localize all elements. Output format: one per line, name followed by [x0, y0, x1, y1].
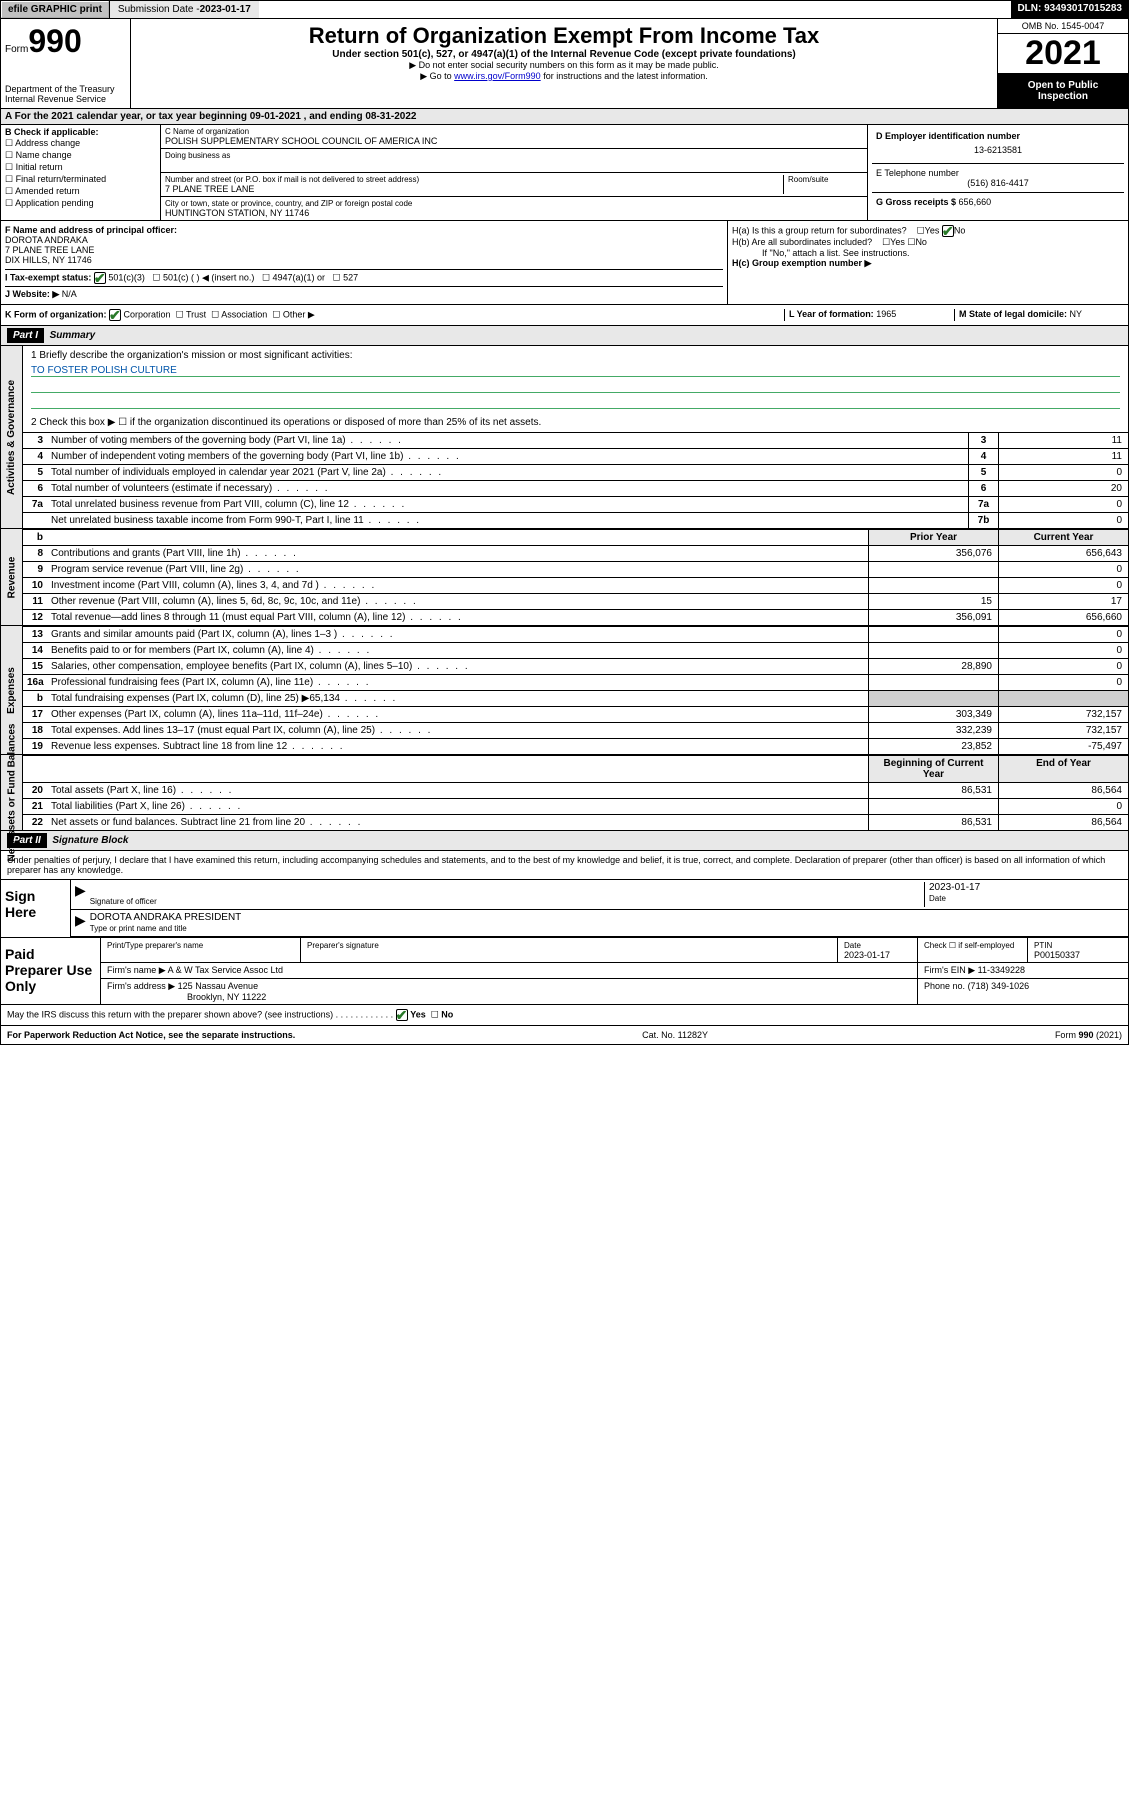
- open-public-badge: Open to Public Inspection: [998, 74, 1128, 108]
- irs-link[interactable]: www.irs.gov/Form990: [454, 71, 541, 81]
- prior-current-header: b Prior Year Current Year: [23, 529, 1128, 545]
- summary-row: 7aTotal unrelated business revenue from …: [23, 496, 1128, 512]
- submission-date: 2023-01-17: [200, 4, 251, 15]
- sign-here-block: Sign Here ▶Signature of officer2023-01-1…: [0, 880, 1129, 938]
- vtab-revenue: Revenue: [1, 529, 23, 625]
- summary-row: 22Net assets or fund balances. Subtract …: [23, 814, 1128, 830]
- org-name: POLISH SUPPLEMENTARY SCHOOL COUNCIL OF A…: [165, 136, 863, 146]
- mission-block: 1 Briefly describe the organization's mi…: [23, 346, 1128, 432]
- submission-date-field: Submission Date - 2023-01-17: [109, 1, 259, 18]
- vtab-netassets: Net Assets or Fund Balances: [1, 755, 23, 830]
- irs-label: Internal Revenue Service: [5, 94, 126, 104]
- activities-governance: Activities & Governance 1 Briefly descri…: [0, 346, 1129, 529]
- phone: (516) 816-4417: [876, 178, 1120, 188]
- chk-name[interactable]: ☐ Name change: [5, 150, 156, 161]
- summary-row: 9Program service revenue (Part VIII, lin…: [23, 561, 1128, 577]
- dept-label: Department of the Treasury: [5, 84, 126, 94]
- submission-label: Submission Date -: [118, 4, 200, 15]
- begin-end-header: Beginning of Current Year End of Year: [23, 755, 1128, 782]
- form-number-box: Form990 Department of the Treasury Inter…: [1, 19, 131, 108]
- chk-ha-no[interactable]: [942, 225, 954, 237]
- summary-row: 16aProfessional fundraising fees (Part I…: [23, 674, 1128, 690]
- revenue-section: Revenue b Prior Year Current Year 8Contr…: [0, 529, 1129, 626]
- summary-row: 14Benefits paid to or for members (Part …: [23, 642, 1128, 658]
- city: HUNTINGTON STATION, NY 11746: [165, 208, 863, 218]
- firm-name: A & W Tax Service Assoc Ltd: [168, 965, 283, 975]
- part1-header: Part I Summary: [0, 326, 1129, 346]
- chk-501c3[interactable]: [94, 272, 106, 284]
- summary-row: 18Total expenses. Add lines 13–17 (must …: [23, 722, 1128, 738]
- box-c: C Name of organizationPOLISH SUPPLEMENTA…: [161, 125, 868, 220]
- header-title-area: Return of Organization Exempt From Incom…: [131, 19, 998, 108]
- officer-status-block: F Name and address of principal officer:…: [0, 221, 1129, 305]
- summary-row: 5Total number of individuals employed in…: [23, 464, 1128, 480]
- chk-discuss-yes[interactable]: [396, 1009, 408, 1021]
- sig-declaration: Under penalties of perjury, I declare th…: [0, 851, 1129, 880]
- dba: [165, 160, 863, 170]
- summary-row: 10Investment income (Part VIII, column (…: [23, 577, 1128, 593]
- vtab-activities: Activities & Governance: [1, 346, 23, 528]
- officer-signature: DOROTA ANDRAKA PRESIDENT: [90, 912, 1124, 923]
- org-info-block: B Check if applicable: ☐ Address change …: [0, 125, 1129, 221]
- ein: 13-6213581: [876, 141, 1120, 159]
- summary-row: 20Total assets (Part X, line 16)86,53186…: [23, 782, 1128, 798]
- summary-row: 15Salaries, other compensation, employee…: [23, 658, 1128, 674]
- summary-row: 11Other revenue (Part VIII, column (A), …: [23, 593, 1128, 609]
- form-org-row: K Form of organization: Corporation ☐ Tr…: [0, 305, 1129, 326]
- gross-receipts: 656,660: [959, 197, 992, 207]
- paid-preparer-block: Paid Preparer Use Only Print/Type prepar…: [0, 938, 1129, 1005]
- may-irs-discuss: May the IRS discuss this return with the…: [0, 1005, 1129, 1026]
- net-assets-section: Net Assets or Fund Balances Beginning of…: [0, 755, 1129, 831]
- form-note1: ▶ Do not enter social security numbers o…: [139, 60, 989, 71]
- efile-print-button[interactable]: efile GRAPHIC print: [1, 1, 109, 18]
- summary-row: 8Contributions and grants (Part VIII, li…: [23, 545, 1128, 561]
- summary-row: 6Total number of volunteers (estimate if…: [23, 480, 1128, 496]
- summary-row: 21Total liabilities (Part X, line 26)0: [23, 798, 1128, 814]
- form-number: 990: [28, 23, 81, 59]
- chk-initial[interactable]: ☐ Initial return: [5, 162, 156, 173]
- header-right: OMB No. 1545-0047 2021 Open to Public In…: [998, 19, 1128, 108]
- mission-text: TO FOSTER POLISH CULTURE: [31, 365, 1120, 377]
- summary-row: 17Other expenses (Part IX, column (A), l…: [23, 706, 1128, 722]
- form-subtitle: Under section 501(c), 527, or 4947(a)(1)…: [139, 49, 989, 60]
- tax-period-row: A For the 2021 calendar year, or tax yea…: [0, 109, 1129, 125]
- form-title: Return of Organization Exempt From Incom…: [139, 23, 989, 49]
- chk-pending[interactable]: ☐ Application pending: [5, 198, 156, 209]
- chk-corp[interactable]: [109, 309, 121, 321]
- website: N/A: [62, 289, 77, 299]
- summary-row: 3Number of voting members of the governi…: [23, 432, 1128, 448]
- chk-address[interactable]: ☐ Address change: [5, 138, 156, 149]
- dln-field: DLN: 93493017015283: [1011, 1, 1128, 18]
- omb-number: OMB No. 1545-0047: [998, 19, 1128, 34]
- box-d-e-g: D Employer identification number13-62135…: [868, 125, 1128, 220]
- street: 7 PLANE TREE LANE: [165, 184, 783, 194]
- tax-year: 2021: [998, 34, 1128, 74]
- summary-row: Net unrelated business taxable income fr…: [23, 512, 1128, 528]
- box-b: B Check if applicable: ☐ Address change …: [1, 125, 161, 220]
- summary-row: 19Revenue less expenses. Subtract line 1…: [23, 738, 1128, 754]
- summary-row: 4Number of independent voting members of…: [23, 448, 1128, 464]
- expenses-section: Expenses 13Grants and similar amounts pa…: [0, 626, 1129, 755]
- form-note2: ▶ Go to www.irs.gov/Form990 for instruct…: [139, 71, 989, 82]
- summary-row: 13Grants and similar amounts paid (Part …: [23, 626, 1128, 642]
- topbar: efile GRAPHIC print Submission Date - 20…: [0, 0, 1129, 19]
- form-footer: For Paperwork Reduction Act Notice, see …: [0, 1026, 1129, 1045]
- summary-row: 12Total revenue—add lines 8 through 11 (…: [23, 609, 1128, 625]
- chk-final[interactable]: ☐ Final return/terminated: [5, 174, 156, 185]
- summary-row: bTotal fundraising expenses (Part IX, co…: [23, 690, 1128, 706]
- chk-amended[interactable]: ☐ Amended return: [5, 186, 156, 197]
- form-header: Form990 Department of the Treasury Inter…: [0, 19, 1129, 109]
- officer-name: DOROTA ANDRAKA: [5, 235, 723, 245]
- part2-header: Part II Signature Block: [0, 831, 1129, 851]
